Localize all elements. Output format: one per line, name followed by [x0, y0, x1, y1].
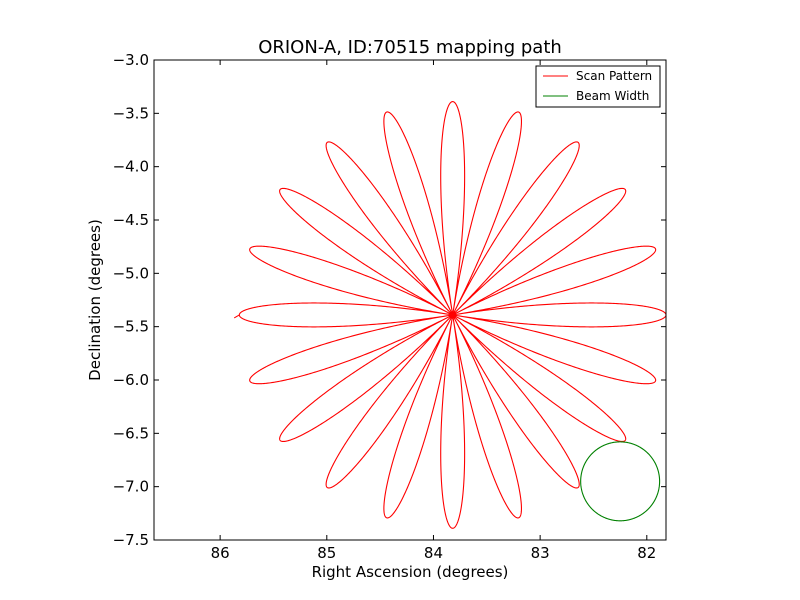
- y-axis-label: Declination (degrees): [86, 219, 104, 381]
- x-tick-label: 86: [211, 544, 230, 562]
- legend: Scan Pattern Beam Width: [535, 65, 661, 108]
- x-tick-label: 84: [424, 544, 443, 562]
- y-tick-label: −3.0: [113, 51, 149, 69]
- y-tick-label: −5.0: [113, 264, 149, 282]
- y-tick-label: −3.5: [113, 104, 149, 122]
- legend-label-scan-pattern: Scan Pattern: [576, 69, 652, 83]
- y-tick-label: −4.5: [113, 211, 149, 229]
- y-tick-label: −7.5: [113, 531, 149, 549]
- x-axis-label: Right Ascension (degrees): [312, 563, 509, 581]
- series-line-beam-width: [580, 441, 661, 522]
- y-tick-label: −7.0: [113, 478, 149, 496]
- plot-background: [154, 60, 666, 540]
- plot-area: [153, 59, 667, 541]
- x-tick-label: 83: [531, 544, 550, 562]
- y-axis: −3.0 −3.5 −4.0 −4.5 −5.0 −5.5 −6.0 −6.5 −7.0 −7.5: [113, 51, 666, 549]
- plot-frame: [153, 59, 667, 541]
- x-axis: 86 85 84 83 82: [211, 60, 656, 562]
- y-tick-label: −6.0: [113, 371, 149, 389]
- legend-box: [535, 65, 661, 108]
- y-tick-label: −5.5: [113, 318, 149, 336]
- legend-label-beam-width: Beam Width: [576, 89, 649, 103]
- x-tick-label: 82: [637, 544, 656, 562]
- y-tick-label: −6.5: [113, 424, 149, 442]
- y-tick-label: −4.0: [113, 158, 149, 176]
- chart-title: ORION-A, ID:70515 mapping path: [258, 37, 562, 58]
- x-tick-label: 85: [317, 544, 336, 562]
